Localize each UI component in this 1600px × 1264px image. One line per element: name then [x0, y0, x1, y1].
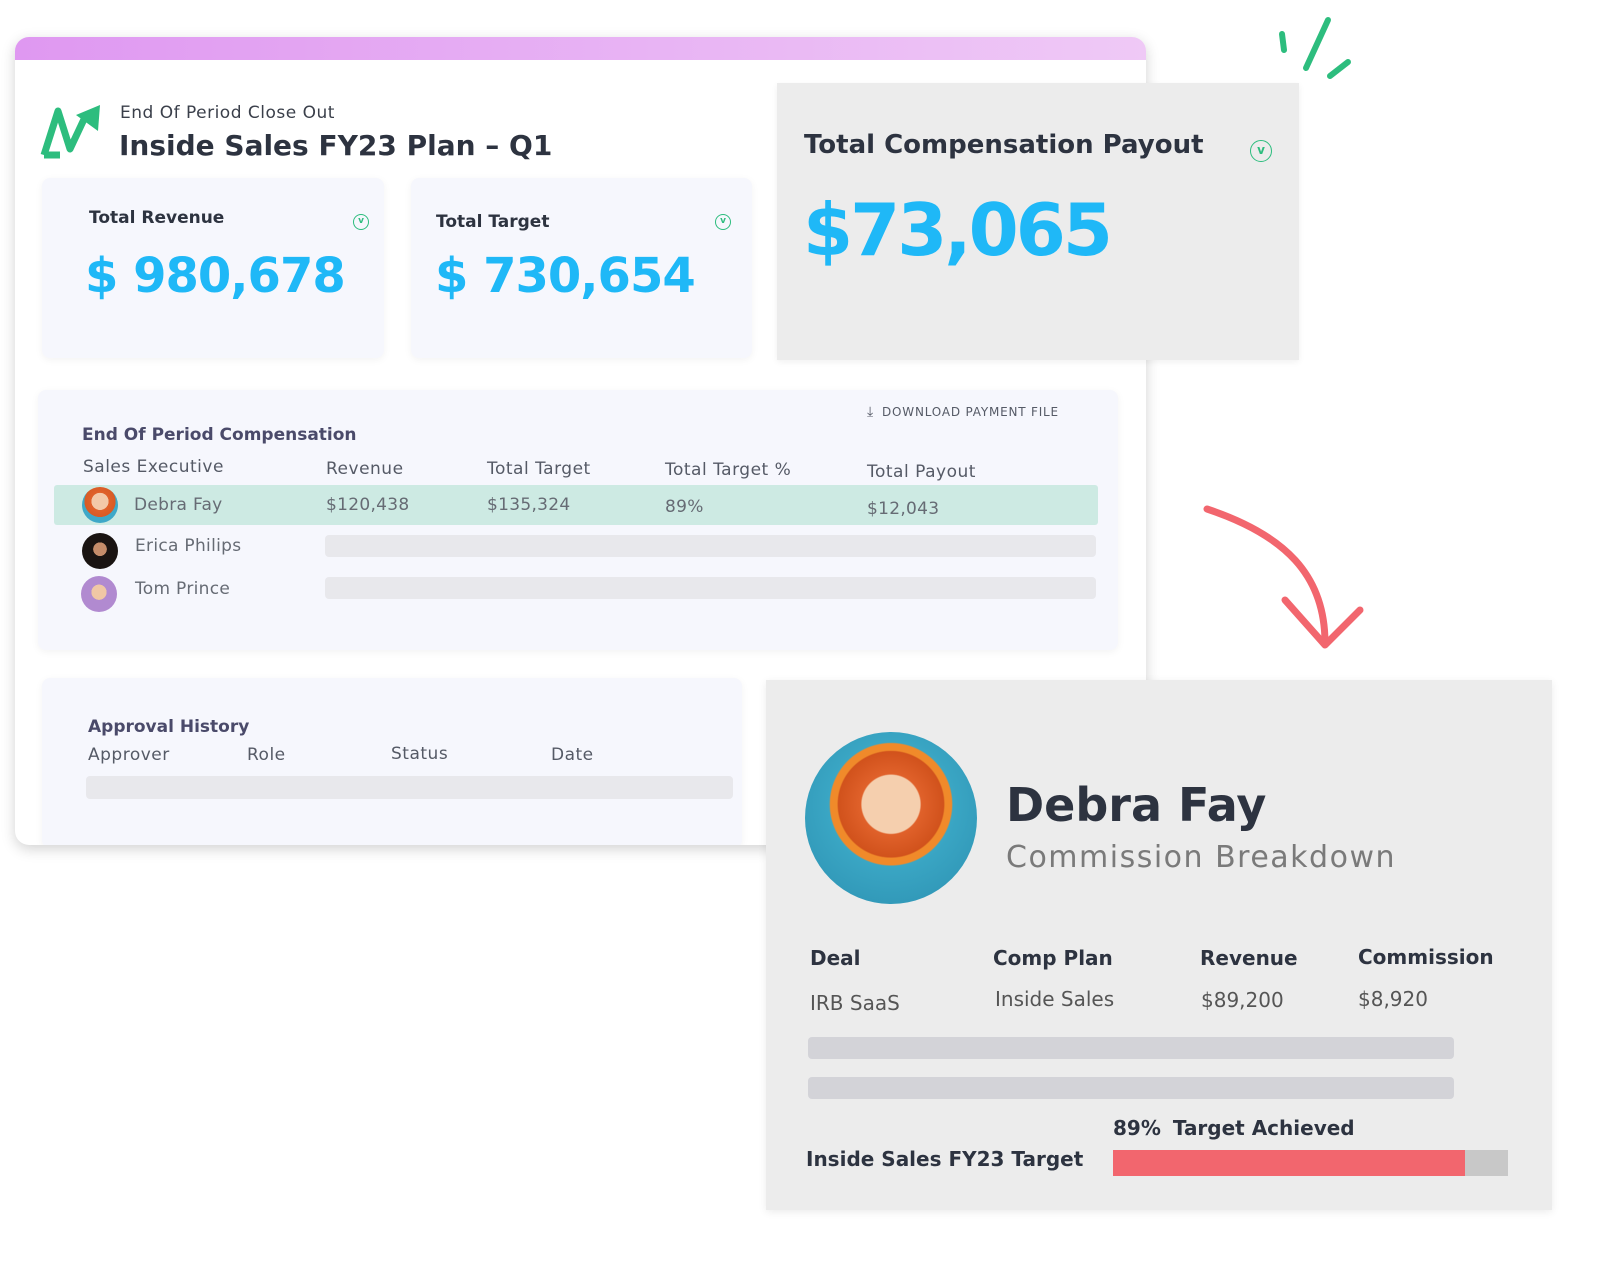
- column-header: Status: [391, 744, 449, 764]
- revenue-cell: $89,200: [1201, 988, 1284, 1012]
- total-revenue-card[interactable]: Total Revenue v $ 980,678: [42, 178, 384, 358]
- executive-name: Debra Fay: [134, 495, 223, 515]
- executive-name: Tom Prince: [135, 579, 231, 599]
- page-subtitle: End Of Period Close Out: [120, 103, 335, 123]
- table-row[interactable]: Tom Prince: [54, 573, 1098, 613]
- column-header: Approver: [88, 745, 170, 765]
- column-header: Comp Plan: [993, 946, 1113, 970]
- column-header: Role: [247, 745, 286, 765]
- column-header: Sales Executive: [83, 457, 224, 477]
- download-label: DOWNLOAD PAYMENT FILE: [882, 405, 1059, 419]
- chevron-down-circle-icon[interactable]: v: [1250, 140, 1272, 162]
- target-pct-cell: 89%: [665, 497, 704, 517]
- kpi-value: $ 730,654: [435, 248, 696, 304]
- target-cell: $135,324: [487, 495, 571, 515]
- download-icon: ⤓: [867, 404, 874, 420]
- section-title: End Of Period Compensation: [82, 425, 357, 445]
- total-target-card[interactable]: Total Target v $ 730,654: [411, 178, 752, 358]
- kpi-label: Total Target: [436, 212, 550, 232]
- column-header: Total Target %: [665, 460, 792, 480]
- debra-fay-avatar: [805, 732, 977, 904]
- section-title: Approval History: [88, 717, 250, 737]
- commission-breakdown-card: Debra Fay Commission Breakdown Deal Comp…: [766, 680, 1552, 1210]
- download-payment-file-button[interactable]: ⤓ DOWNLOAD PAYMENT FILE: [867, 404, 1059, 420]
- column-header: Total Payout: [867, 462, 976, 482]
- kpi-value: $ 980,678: [85, 248, 346, 304]
- comp-plan-cell: Inside Sales: [995, 987, 1115, 1011]
- column-header: Date: [551, 745, 594, 765]
- sparkle-decoration-icon: [1279, 17, 1351, 79]
- column-header: Revenue: [326, 459, 404, 479]
- compensation-section: ⤓ DOWNLOAD PAYMENT FILE End Of Period Co…: [38, 390, 1118, 650]
- breakdown-subtitle: Commission Breakdown: [1006, 840, 1396, 875]
- total-payout-card[interactable]: Total Compensation Payout v $73,065: [777, 83, 1299, 360]
- column-header: Commission: [1358, 945, 1494, 969]
- approval-history-section: Approval History Approver Role Status Da…: [42, 678, 742, 845]
- person-name: Debra Fay: [1006, 778, 1267, 832]
- curved-arrow-icon: [1203, 505, 1364, 649]
- trend-arrow-logo-icon: [40, 105, 100, 159]
- kpi-value: $73,065: [803, 188, 1113, 272]
- chevron-down-circle-icon[interactable]: v: [715, 214, 731, 230]
- column-header: Revenue: [1200, 946, 1298, 970]
- kpi-label: Total Compensation Payout: [804, 130, 1204, 160]
- placeholder-bar: [86, 776, 733, 799]
- column-header: Deal: [810, 946, 861, 970]
- avatar: [82, 487, 118, 523]
- page-title: Inside Sales FY23 Plan – Q1: [119, 129, 553, 162]
- window-top-bar: [15, 37, 1146, 60]
- placeholder-bar: [325, 577, 1096, 599]
- progress-text: Target Achieved: [1172, 1116, 1355, 1140]
- progress-caption: 89% Target Achieved: [1113, 1116, 1355, 1140]
- table-row-selected[interactable]: Debra Fay $120,438 $135,324 89% $12,043: [54, 485, 1098, 525]
- avatar: [82, 533, 118, 569]
- commission-cell: $8,920: [1358, 987, 1428, 1011]
- revenue-cell: $120,438: [326, 495, 410, 515]
- placeholder-bar: [808, 1037, 1454, 1059]
- avatar: [81, 576, 117, 612]
- placeholder-bar: [325, 535, 1096, 557]
- target-progress-bar: [1113, 1150, 1508, 1176]
- payout-cell: $12,043: [867, 499, 940, 519]
- table-row[interactable]: Erica Philips: [54, 530, 1098, 570]
- chevron-down-circle-icon[interactable]: v: [353, 214, 369, 230]
- deal-cell: IRB SaaS: [810, 991, 900, 1015]
- kpi-label: Total Revenue: [89, 208, 225, 228]
- executive-name: Erica Philips: [135, 536, 242, 556]
- target-label: Inside Sales FY23 Target: [806, 1147, 1084, 1171]
- column-header: Total Target: [487, 459, 591, 479]
- placeholder-bar: [808, 1077, 1454, 1099]
- progress-percent: 89%: [1113, 1116, 1161, 1140]
- progress-fill: [1113, 1150, 1465, 1176]
